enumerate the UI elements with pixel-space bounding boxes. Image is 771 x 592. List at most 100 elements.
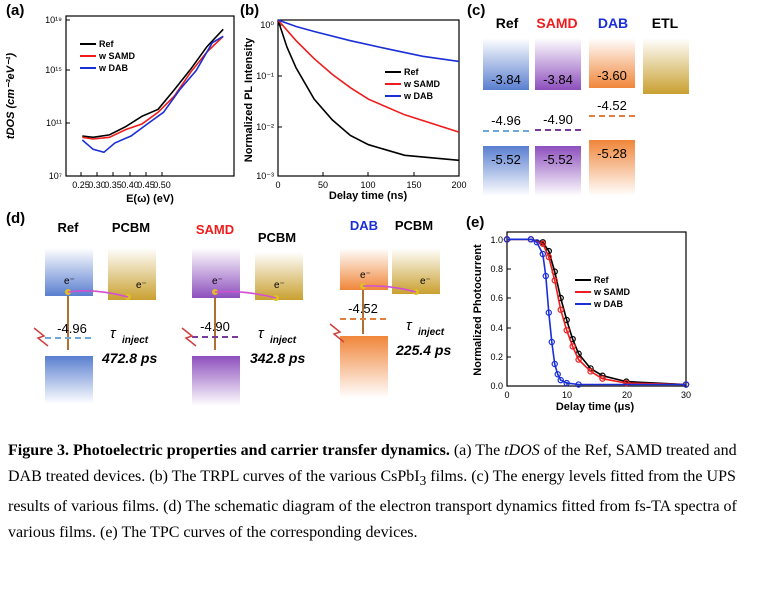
e-series-0 — [507, 238, 687, 386]
samd-vbm-value: -5.52 — [543, 152, 573, 167]
d-samd-tau: τ — [258, 325, 265, 342]
e-point — [551, 360, 558, 368]
a-series-2 — [81, 35, 224, 154]
b-ytick: 10⁻² — [256, 122, 274, 132]
chart-a: 10¹⁹ 10¹⁵ 10¹¹ 10⁷ 0.250.300.35 0.400.450.50… — [5, 15, 235, 205]
e-point — [545, 309, 552, 316]
b-ytick: 10⁰ — [260, 20, 274, 30]
a-xtick: 0.25 — [72, 180, 90, 190]
dab-vbm-value: -5.28 — [597, 146, 627, 161]
d-samd-light-icon — [181, 327, 197, 347]
e-ytick: 0.0 — [490, 381, 503, 391]
e-ytick: 0.8 — [490, 264, 503, 274]
e-point — [575, 381, 582, 388]
d-dab-tau-sub: inject — [418, 327, 445, 338]
caption-p2: of the Ref, SAMD treated and DAB treated… — [8, 442, 737, 485]
b-xtick: 100 — [360, 180, 375, 190]
d-ref-tau-sub: inject — [122, 335, 149, 346]
chart-b-xlabel: Delay time (ns) — [329, 190, 408, 202]
d-dab-e2: e⁻ — [420, 276, 431, 287]
e-point — [563, 379, 570, 387]
level-header-ref: Ref — [496, 15, 519, 31]
a-ytick: 10⁷ — [49, 171, 62, 181]
panel-label-a: (a) — [6, 2, 25, 19]
b-xtick: 200 — [451, 180, 466, 190]
e-series-1 — [507, 238, 687, 386]
d-dab-title: DAB — [350, 218, 378, 233]
d-samd-time: 342.8 ps — [250, 350, 305, 366]
e-point — [542, 272, 549, 280]
d-ref-fermi: -4.96 — [57, 321, 87, 336]
e-point — [551, 277, 558, 284]
a-xtick: 0.40 — [121, 180, 139, 190]
e-point — [557, 376, 564, 384]
d-ref-title: Ref — [58, 220, 80, 235]
caption-p3: films. (c) The energy levels fitted from… — [8, 468, 737, 542]
d-dab-cb — [340, 248, 388, 290]
d-dab-fermi: -4.52 — [348, 301, 378, 316]
level-header-samd: SAMD — [536, 15, 577, 31]
b-series-2 — [277, 19, 460, 63]
dab-vbm-block — [589, 140, 635, 196]
chart-e-frame — [506, 231, 687, 387]
chart-b: 10⁰ 10⁻¹ 10⁻² 10⁻³ 0 50 100 150 200 Ref w SAMD w … — [243, 19, 467, 202]
ref-fermi-value: -4.96 — [491, 113, 521, 128]
panel-label-b: (b) — [240, 2, 260, 19]
level-header-dab: DAB — [598, 15, 628, 31]
d-samd-tau-sub: inject — [270, 335, 297, 346]
d-dab-tau: τ — [406, 317, 413, 334]
e-point — [539, 250, 547, 258]
e-point — [554, 371, 561, 378]
dab-fermi-value: -4.52 — [597, 98, 627, 113]
e-xtick: 0 — [504, 390, 509, 400]
e-point — [682, 381, 690, 388]
e-point — [545, 253, 552, 261]
d-dab-e1: e⁻ — [360, 270, 371, 281]
b-legend-label: w SAMD — [403, 79, 441, 89]
samd-cbm-block — [535, 38, 581, 90]
d-ref-vb — [45, 356, 93, 404]
d-samd-transfer-arrow — [214, 290, 277, 299]
e-xtick: 20 — [622, 390, 632, 400]
d-ref-pcbm — [108, 248, 156, 300]
ref-vbm-block — [483, 146, 529, 196]
a-xtick: 0.30 — [88, 180, 106, 190]
e-legend-label: w SAMD — [593, 287, 631, 297]
b-xtick: 50 — [318, 180, 328, 190]
a-legend-label: w DAB — [98, 63, 129, 73]
b-series-1 — [277, 19, 460, 133]
e-ytick: 0.4 — [490, 323, 503, 333]
a-legend-label: w SAMD — [98, 51, 136, 61]
a-legend-label: Ref — [99, 39, 115, 49]
a-series-1 — [82, 35, 224, 140]
dab-cbm-value: -3.60 — [597, 68, 627, 83]
d-ref-acceptor: PCBM — [112, 220, 150, 235]
e-point — [569, 343, 576, 350]
d-samd-fermi: -4.90 — [200, 319, 230, 334]
d-samd-e1: e⁻ — [212, 276, 223, 287]
b-xtick: 0 — [275, 180, 280, 190]
caption-p1: (a) The — [449, 442, 505, 459]
d-dab-pcbm — [392, 248, 440, 294]
b-legend-label: w DAB — [403, 91, 434, 101]
d-samd-pcbm — [255, 252, 303, 300]
e-point — [623, 379, 630, 387]
b-xtick: 150 — [406, 180, 421, 190]
d-samd-e2: e⁻ — [274, 280, 285, 291]
d-samd-acceptor: PCBM — [258, 230, 296, 245]
a-xtick: 0.35 — [104, 180, 122, 190]
ref-cbm-block — [483, 38, 529, 90]
chart-e-ylabel: Normalized Photocurrent — [472, 244, 484, 376]
chart-a-frame — [65, 15, 235, 177]
d-dab-vb — [340, 336, 388, 398]
d-ref-e1: e⁻ — [64, 276, 75, 287]
a-ytick: 10¹⁹ — [45, 15, 62, 25]
e-point — [575, 356, 582, 363]
level-header-etl: ETL — [652, 15, 679, 31]
dab-cbm-block — [589, 38, 635, 88]
ref-cbm-value: -3.84 — [491, 72, 521, 87]
caption-tdos: tDOS — [504, 442, 540, 459]
e-series-2 — [507, 238, 686, 386]
d-samd-vb — [192, 356, 240, 406]
a-xtick: 0.45 — [137, 180, 155, 190]
